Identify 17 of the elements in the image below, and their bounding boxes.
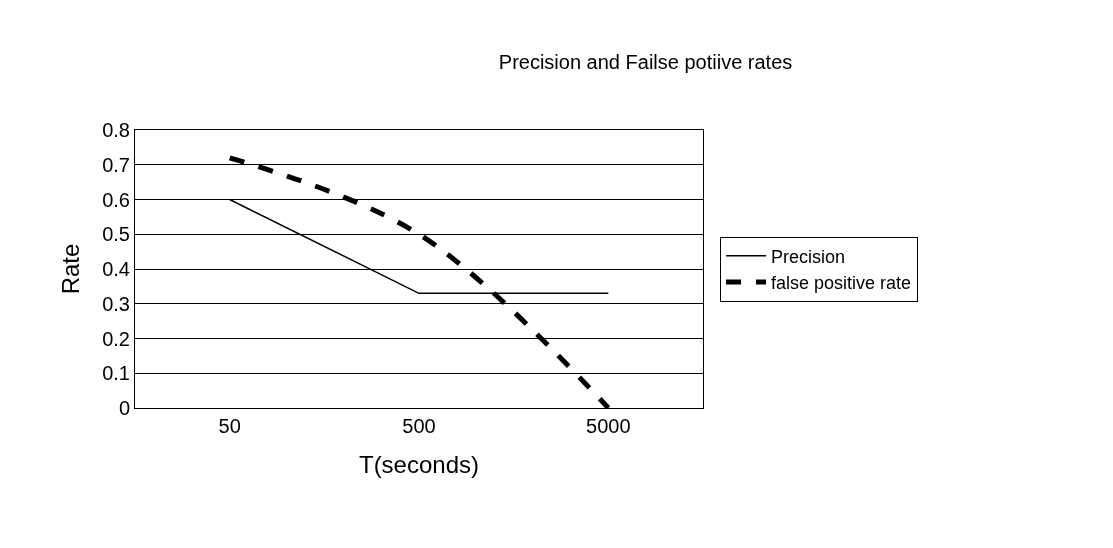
y-tick-label: 0 <box>118 397 130 419</box>
x-tick-label: 500 <box>402 415 436 437</box>
y-tick-label: 0.4 <box>102 258 130 280</box>
y-tick-label: 0.1 <box>102 362 130 385</box>
legend-label: Precision <box>771 246 846 267</box>
x-axis-title: T(seconds) <box>358 451 480 479</box>
y-tick-label: 0.5 <box>102 223 130 246</box>
legend-label: false positive rate <box>771 273 912 294</box>
y-tick-label: 0.3 <box>102 292 130 315</box>
chart-title: Precision and Failse potiive rates <box>498 50 793 73</box>
y-tick-label: 0.8 <box>102 119 130 141</box>
x-tick-label: 5000 <box>586 415 631 437</box>
x-tick-label: 50 <box>218 415 241 437</box>
y-tick-label: 0.6 <box>102 188 130 211</box>
y-tick-label: 0.7 <box>102 153 130 176</box>
y-axis-title: Rate <box>57 243 85 295</box>
y-tick-label: 0.2 <box>102 327 130 350</box>
